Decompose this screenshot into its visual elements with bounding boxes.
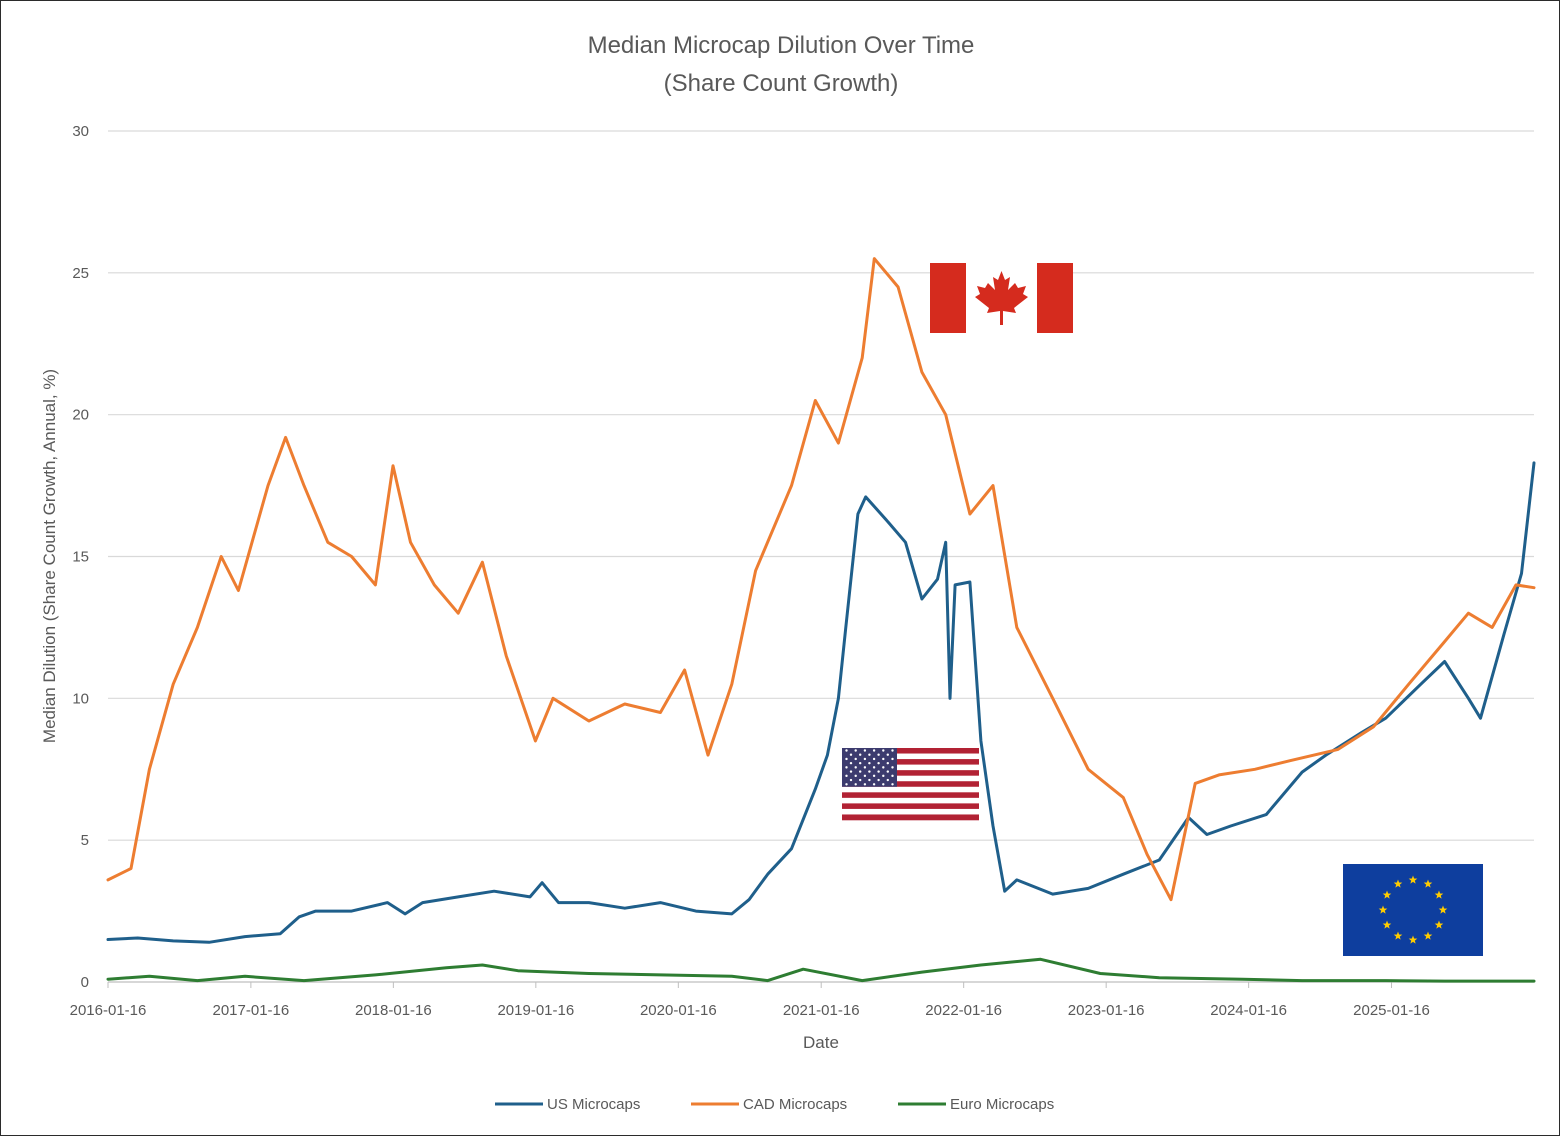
- legend-label-2: Euro Microcaps: [950, 1096, 1054, 1113]
- y-axis-ticks: 0 5 10 15 20 25 30: [72, 123, 89, 991]
- canada-flag: [930, 263, 1073, 333]
- legend-label-1: CAD Microcaps: [743, 1096, 847, 1113]
- y-tick-label: 30: [72, 123, 89, 140]
- y-tick-label: 20: [72, 407, 89, 424]
- series-line-1: [106, 257, 1536, 902]
- x-tick-label: 2022-01-16: [925, 1002, 1002, 1019]
- x-tick-label: 2017-01-16: [213, 1002, 290, 1019]
- chart-title: Median Microcap Dilution Over Time: [588, 32, 975, 59]
- y-tick-label: 10: [72, 690, 89, 707]
- usa-flag: [842, 748, 979, 821]
- legend: US Microcaps CAD Microcaps Euro Microcaps: [495, 1096, 1054, 1113]
- series-line-2: [106, 957, 1536, 983]
- x-tick-label: 2025-01-16: [1353, 1002, 1430, 1019]
- x-tick-label: 2024-01-16: [1210, 1002, 1287, 1019]
- y-tick-label: 0: [81, 974, 89, 991]
- y-axis-label: Median Dilution (Share Count Growth, Ann…: [40, 369, 59, 743]
- chart-subtitle: (Share Count Growth): [664, 70, 899, 97]
- x-tick-label: 2021-01-16: [783, 1002, 860, 1019]
- x-axis-label: Date: [803, 1033, 839, 1052]
- x-tick-label: 2019-01-16: [497, 1002, 574, 1019]
- y-tick-label: 25: [72, 265, 89, 282]
- series-lines: [106, 257, 1536, 983]
- x-tick-label: 2023-01-16: [1068, 1002, 1145, 1019]
- gridlines: [108, 130, 1534, 983]
- y-tick-label: 15: [72, 549, 89, 566]
- x-tick-label: 2016-01-16: [70, 1002, 147, 1019]
- series-line-0: [106, 461, 1536, 944]
- legend-label-0: US Microcaps: [547, 1096, 640, 1113]
- x-tick-label: 2018-01-16: [355, 1002, 432, 1019]
- x-tick-label: 2020-01-16: [640, 1002, 717, 1019]
- eu-flag: [1343, 864, 1483, 956]
- y-tick-label: 5: [81, 832, 89, 849]
- x-axis-ticks: 2016-01-16 2017-01-16 2018-01-16 2019-01-16…: [70, 982, 1430, 1019]
